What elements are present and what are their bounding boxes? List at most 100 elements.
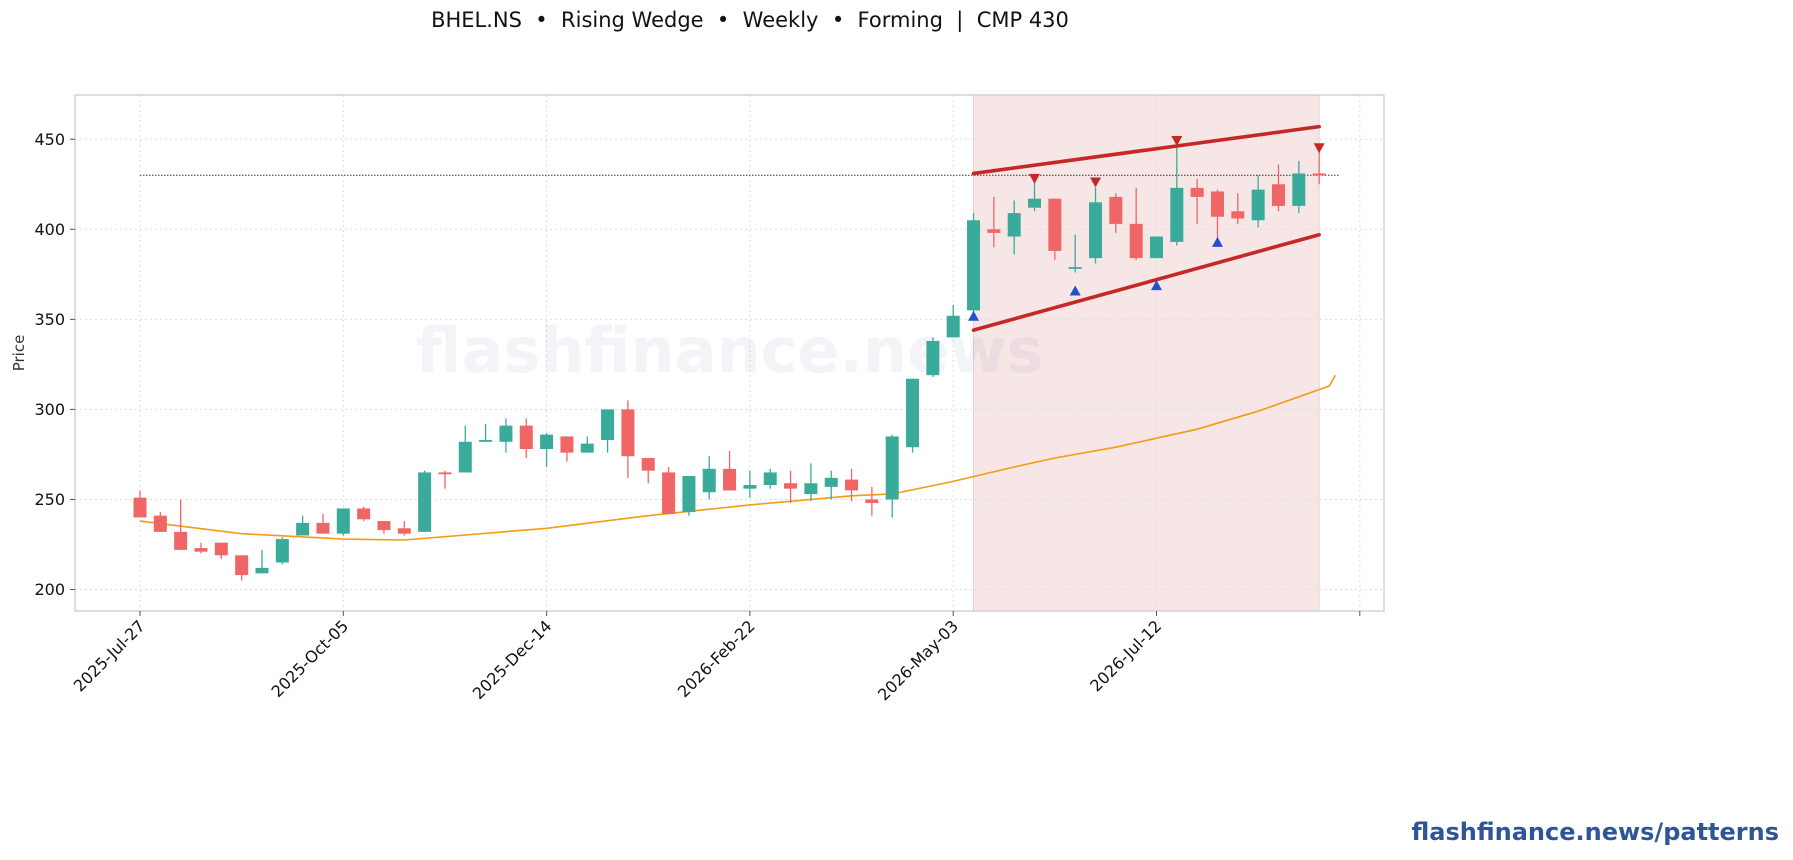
- candle-body: [1048, 198, 1062, 251]
- candle-body: [1251, 189, 1265, 221]
- candle: [1129, 187, 1143, 260]
- candle: [174, 499, 188, 550]
- x-tick-label: 2025-Dec-14: [469, 616, 556, 703]
- candle: [357, 506, 371, 522]
- candle: [1007, 200, 1021, 255]
- candle: [479, 423, 493, 442]
- candle: [946, 304, 960, 338]
- candle: [1028, 182, 1042, 212]
- candle: [845, 468, 859, 502]
- candle-body: [397, 528, 411, 534]
- x-tick-label: 2026-Feb-22: [674, 616, 759, 701]
- candle-body: [580, 443, 594, 453]
- candle: [397, 521, 411, 536]
- wedge-lines-layer: [971, 124, 1321, 332]
- candle-body: [967, 220, 981, 311]
- candle: [1109, 193, 1123, 233]
- x-tick-label: 2025-Jul-27: [70, 616, 149, 695]
- candle: [1312, 150, 1326, 185]
- pattern-zone: [973, 94, 1320, 612]
- candle-body: [275, 539, 289, 563]
- candle: [214, 542, 228, 559]
- candle: [580, 436, 594, 453]
- moving-average-layer: [139, 374, 1337, 541]
- candle: [987, 196, 1001, 248]
- candle-body: [1028, 198, 1042, 208]
- candle: [133, 490, 147, 518]
- candle-body: [357, 508, 371, 520]
- candle-body: [763, 472, 777, 486]
- candle: [763, 468, 777, 489]
- candle-body: [1210, 191, 1224, 217]
- candle-body: [1007, 213, 1021, 237]
- candle: [1190, 178, 1204, 224]
- candle-body: [601, 409, 615, 441]
- candle: [316, 513, 330, 534]
- y-tick-label: 400: [34, 220, 65, 239]
- candle-body: [438, 472, 452, 475]
- candle-body: [479, 440, 493, 442]
- candle: [560, 436, 574, 462]
- wedge-lower-line: [971, 232, 1321, 332]
- candle-body: [153, 515, 167, 532]
- candle: [377, 521, 391, 534]
- candle-body: [723, 468, 737, 491]
- candle-body: [133, 497, 147, 518]
- peak-marker: [1171, 136, 1183, 147]
- candle-body: [1089, 202, 1103, 259]
- footer-link[interactable]: flashfinance.news/patterns: [1411, 818, 1779, 846]
- candle: [906, 378, 920, 453]
- candle: [336, 508, 350, 536]
- candle: [743, 470, 757, 498]
- y-tick-label: 450: [34, 130, 65, 149]
- candle-body: [987, 229, 1001, 233]
- trough-marker: [1151, 280, 1162, 291]
- plot-frame: [74, 94, 1385, 612]
- candle-body: [702, 468, 716, 493]
- wedge-upper-line: [971, 124, 1321, 176]
- candle: [1150, 236, 1163, 259]
- candle: [804, 463, 818, 502]
- candle-body: [519, 425, 533, 450]
- candle-body: [1312, 173, 1326, 176]
- candle: [255, 549, 269, 574]
- candle-body: [804, 483, 818, 495]
- pattern-zone-layer: [973, 94, 1320, 612]
- candle: [1210, 189, 1224, 241]
- candle: [499, 418, 513, 453]
- candle: [1292, 160, 1306, 214]
- candle-body: [621, 409, 635, 457]
- trough-marker: [1069, 285, 1081, 296]
- candle-body: [845, 479, 859, 491]
- candle-body: [296, 522, 310, 536]
- candle-body: [418, 472, 432, 532]
- candle-body: [235, 555, 249, 576]
- moving-average-line: [139, 374, 1337, 541]
- candle-body: [336, 508, 350, 534]
- candle: [194, 542, 208, 554]
- candle-body: [1150, 236, 1163, 259]
- candle: [1271, 164, 1285, 212]
- candle: [865, 486, 879, 516]
- candle: [458, 425, 472, 473]
- candle-body: [1129, 223, 1143, 259]
- candle-body: [743, 485, 757, 489]
- candle-body: [458, 441, 472, 473]
- candle-body: [662, 472, 676, 514]
- candle-body: [1231, 211, 1245, 219]
- candle: [153, 512, 167, 532]
- candle: [824, 470, 838, 500]
- candle-body: [316, 522, 330, 534]
- candle: [662, 467, 676, 514]
- candle: [1089, 187, 1103, 264]
- candle: [438, 470, 452, 489]
- candle-body: [682, 476, 696, 513]
- candle: [967, 213, 981, 313]
- candle: [885, 434, 899, 518]
- candle: [1251, 175, 1265, 228]
- candle: [418, 470, 432, 532]
- candle-body: [865, 499, 879, 504]
- y-tick-label: 200: [34, 580, 65, 599]
- candle-body: [255, 567, 269, 574]
- grid-layer: [75, 95, 1384, 611]
